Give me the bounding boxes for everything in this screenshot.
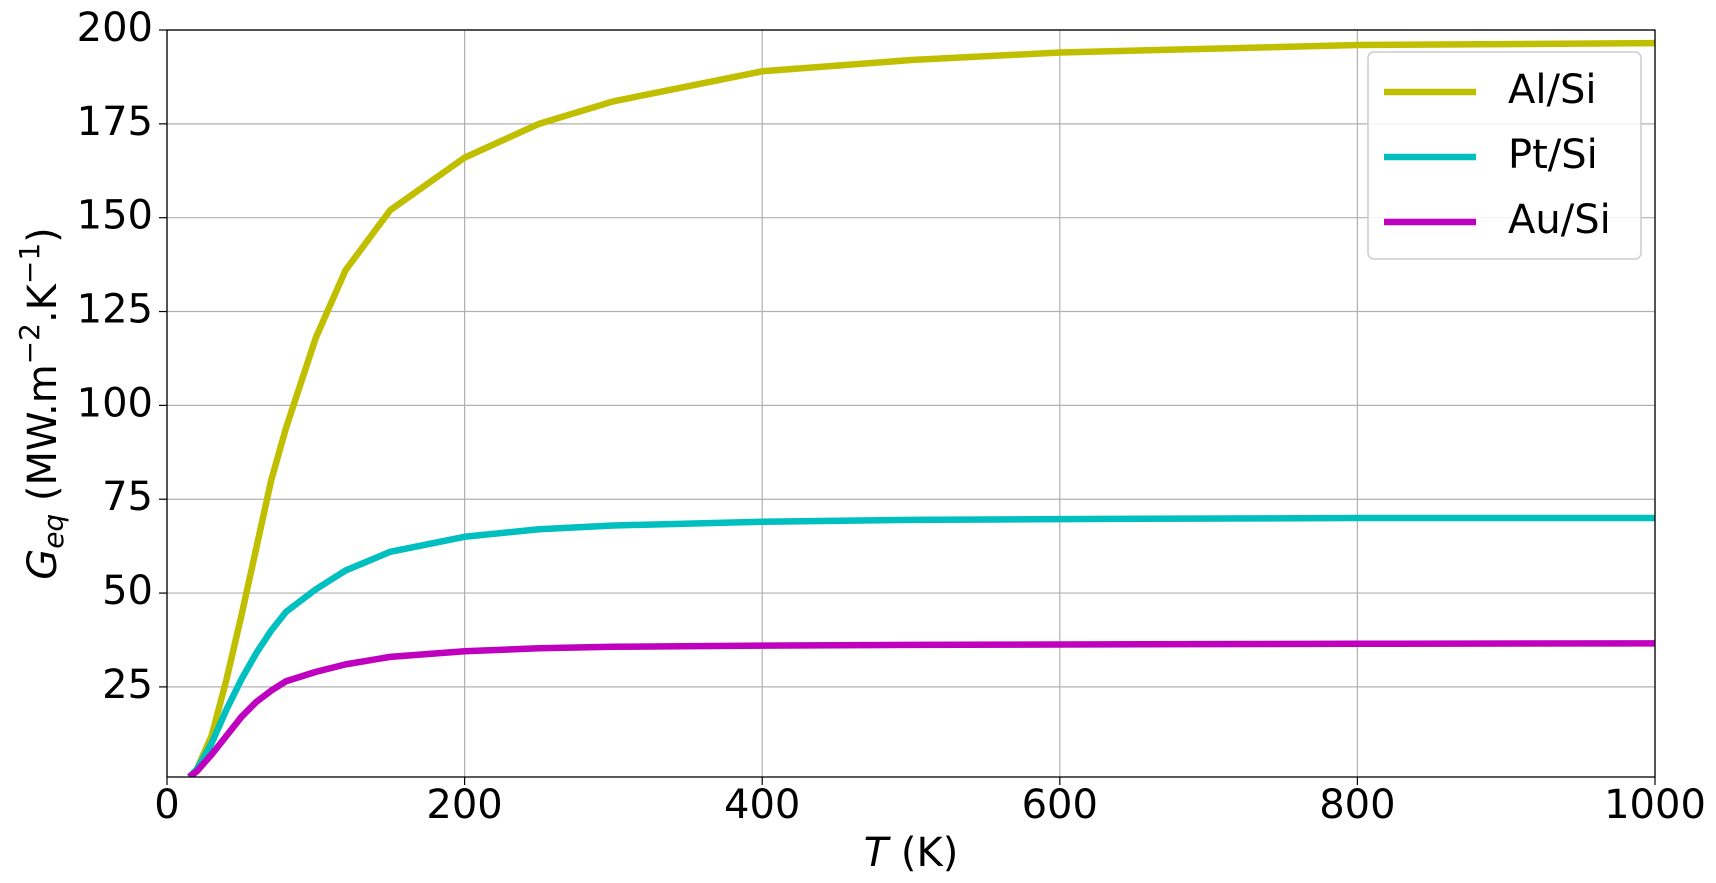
x-label-symbol: T — [864, 830, 892, 876]
plot-frame — [166, 29, 1656, 778]
y-tick-label: 150 — [77, 193, 153, 239]
y-tick-label: 200 — [77, 5, 153, 51]
y-label-unit: ) — [20, 227, 66, 243]
y-label-unit: .K — [20, 282, 66, 323]
y-label-symbol: G — [20, 549, 66, 580]
x-tick-label: 0 — [154, 782, 179, 828]
x-tick-label: 1000 — [1604, 782, 1706, 828]
y-axis-label: Geq (MW.m−2.K−1) — [13, 227, 70, 580]
legend-label: Al/Si — [1508, 67, 1596, 113]
y-label-subscript: eq — [37, 514, 70, 549]
y-label-exponent: −2 — [13, 323, 46, 364]
y-tick-label: 100 — [77, 380, 153, 426]
y-tick-label: 75 — [102, 474, 153, 520]
y-tick-label: 125 — [77, 287, 153, 333]
y-tick-label: 50 — [102, 568, 153, 614]
data-line — [187, 39, 1655, 777]
x-tick-label: 600 — [1022, 782, 1098, 828]
y-label-exponent: −1 — [13, 243, 46, 284]
x-tick-label: 200 — [426, 782, 502, 828]
legend-label: Au/Si — [1508, 197, 1611, 243]
x-label-unit: (K) — [888, 830, 958, 876]
legend-box — [1367, 51, 1642, 260]
x-tick-label: 800 — [1319, 782, 1395, 828]
y-tick-label: 175 — [77, 99, 153, 145]
data-line — [187, 640, 1655, 777]
legend-label: Pt/Si — [1508, 132, 1598, 178]
x-axis-label: T (K) — [864, 830, 959, 876]
data-line — [187, 514, 1655, 777]
y-label-unit: (MW.m — [20, 364, 66, 513]
x-tick-label: 400 — [724, 782, 800, 828]
y-tick-label: 25 — [102, 662, 153, 708]
